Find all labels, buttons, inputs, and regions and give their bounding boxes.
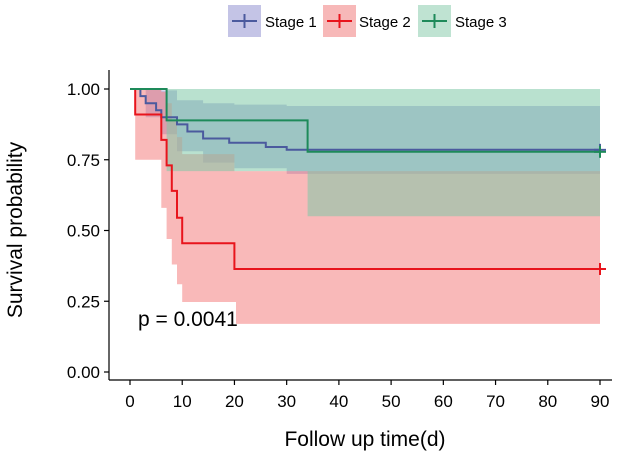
y-tick-label: 0.00	[67, 363, 100, 382]
survival-curve-stage-2	[130, 88, 600, 270]
x-tick-label: 90	[591, 392, 610, 411]
x-tick-label: 70	[486, 392, 505, 411]
x-tick-label: 10	[173, 392, 192, 411]
x-tick-label: 20	[225, 392, 244, 411]
p-value-annotation: p = 0.0041	[138, 308, 238, 331]
y-tick-label: 0.50	[67, 222, 100, 241]
censor-marks	[594, 143, 606, 275]
y-ticks: 0.00 0.25 0.50 0.75 1.00	[67, 80, 109, 382]
confidence-bands	[130, 89, 600, 324]
censor-mark-stage-3	[594, 145, 606, 158]
survival-curve-stage-1	[130, 88, 600, 151]
survival-curves	[130, 88, 600, 270]
censor-mark-stage-2	[594, 262, 606, 275]
x-tick-label: 30	[277, 392, 296, 411]
x-tick-label: 40	[329, 392, 348, 411]
legend: Stage 1 Stage 2 Stage 3	[228, 5, 507, 37]
x-tick-label: 0	[125, 392, 134, 411]
survival-curve-stage-3	[130, 88, 600, 153]
axes	[108, 70, 612, 381]
y-tick-label: 0.75	[67, 151, 100, 170]
annotation-background	[136, 302, 236, 328]
legend-label-stage-3: Stage 3	[455, 14, 507, 31]
y-axis-title: Survival probability	[4, 141, 27, 318]
legend-label-stage-1: Stage 1	[265, 14, 317, 31]
legend-label-stage-2: Stage 2	[359, 14, 411, 31]
x-ticks: 0 10 20 30 40 50 60 70 80 90	[125, 380, 609, 411]
x-tick-label: 60	[434, 392, 453, 411]
x-axis-title: Follow up time(d)	[284, 428, 445, 451]
x-tick-label: 50	[382, 392, 401, 411]
y-tick-label: 1.00	[67, 80, 100, 99]
y-tick-label: 0.25	[67, 292, 100, 311]
x-tick-label: 80	[538, 392, 557, 411]
